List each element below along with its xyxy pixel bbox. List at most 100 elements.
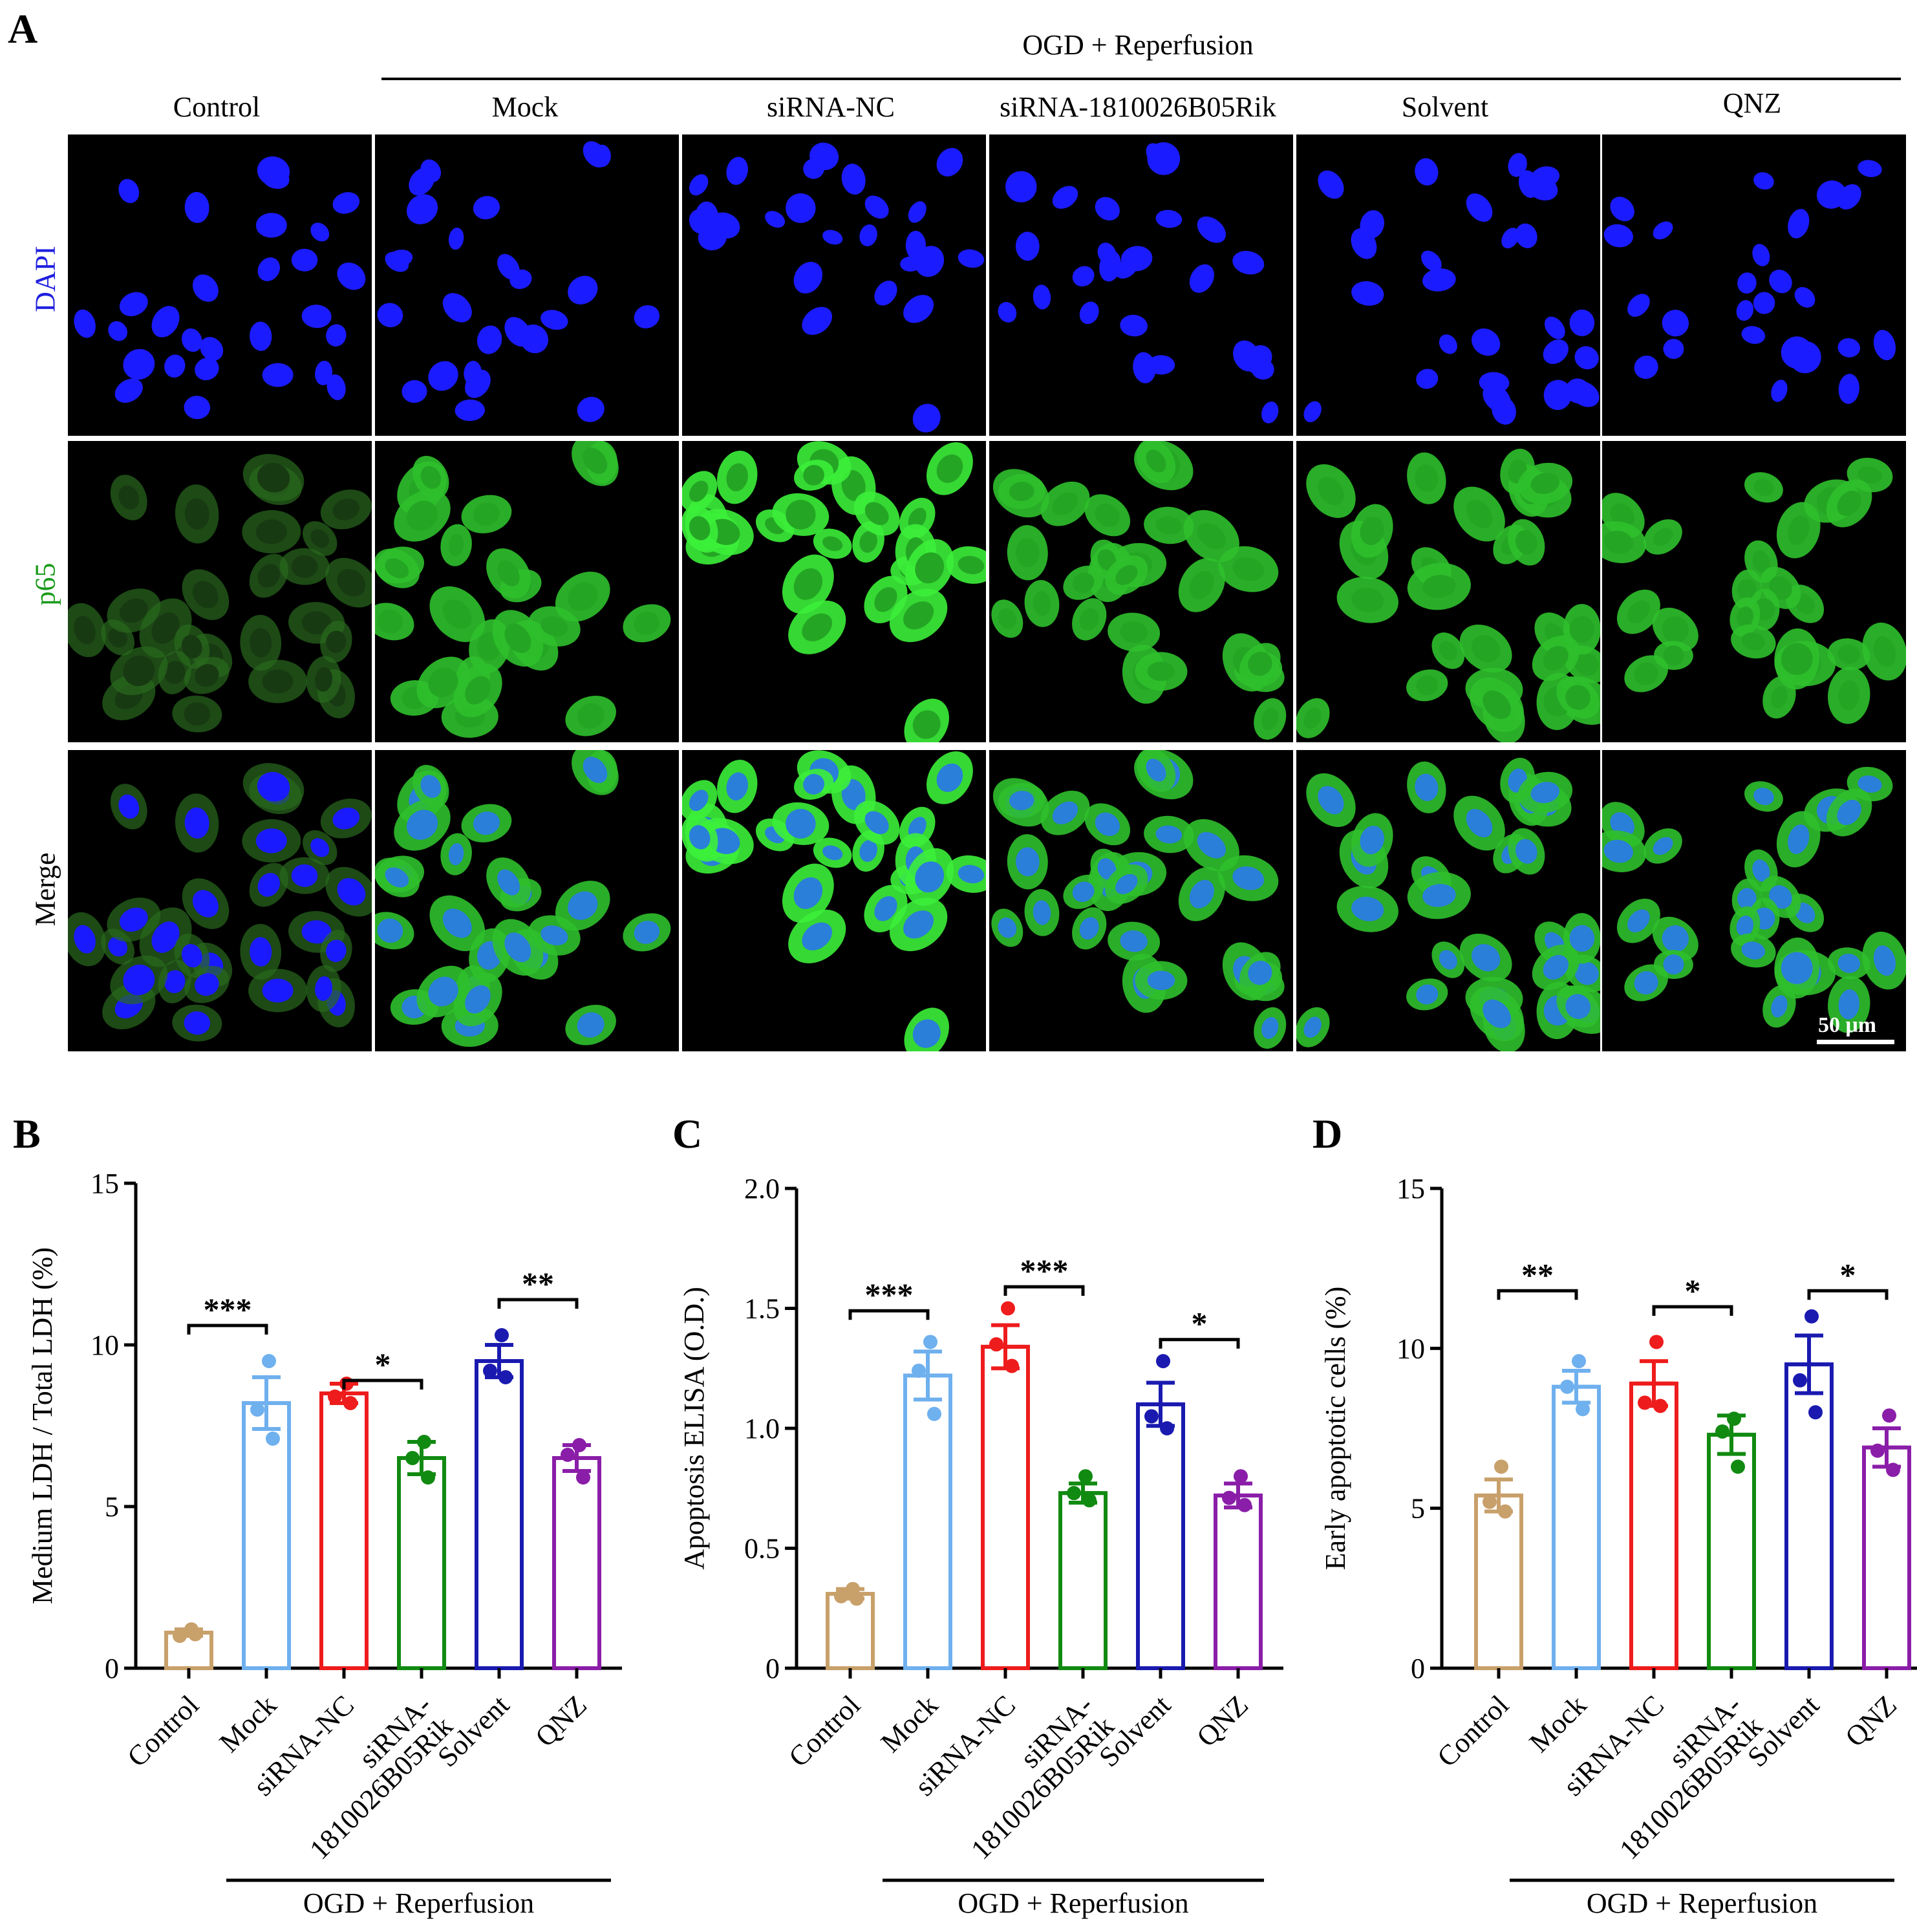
panel-d-bar xyxy=(1474,1493,1523,1670)
panel-d-data-point xyxy=(1870,1443,1885,1458)
panel-c-significance-label: * xyxy=(1192,1305,1208,1342)
panel-b-significance-label: *** xyxy=(204,1291,252,1327)
panel-c-data-point xyxy=(1237,1497,1252,1512)
panel-b-data-point xyxy=(576,1470,590,1485)
micrograph-tile xyxy=(682,441,986,742)
panel-d-data-point xyxy=(1560,1379,1574,1394)
micrograph-tile xyxy=(1296,750,1600,1051)
panel-b-x-tick-label: Control xyxy=(121,1689,205,1773)
micrograph-tile xyxy=(375,441,679,742)
panel-b-data-point xyxy=(498,1370,513,1384)
panel-c-x-tick-label: QNZ xyxy=(1190,1689,1254,1753)
panel-c-group-label: OGD + Reperfusion xyxy=(958,1887,1188,1919)
panel-b-group-label: OGD + Reperfusion xyxy=(303,1887,534,1919)
panel-c-significance-bracket xyxy=(1003,1285,1085,1296)
panel-b-data-point xyxy=(405,1451,420,1465)
panel-c-data-point xyxy=(927,1406,941,1421)
panel-b-significance-label: ** xyxy=(522,1265,554,1302)
panel-b-y-label: Medium LDH / Total LDH (%) xyxy=(27,1247,58,1604)
panel-c-data-point xyxy=(1067,1486,1081,1501)
micrograph-tile xyxy=(68,134,372,436)
micrograph-tile xyxy=(68,750,372,1051)
panel-b-data-point xyxy=(495,1328,509,1342)
panel-b-data-point xyxy=(417,1435,431,1449)
panel-c-data-point xyxy=(923,1335,937,1349)
panel-d-y-tick-label: 0 xyxy=(1411,1653,1425,1684)
panel-c-data-point xyxy=(989,1337,1003,1352)
panel-b-data-point xyxy=(266,1432,280,1446)
micrograph-tile xyxy=(989,750,1293,1051)
panel-b-significance-label: * xyxy=(375,1346,391,1382)
panel-b-x-tick-label: Mock xyxy=(213,1689,283,1758)
col-label-mock: Mock xyxy=(491,91,559,123)
panel-d-data-point xyxy=(1715,1424,1730,1439)
panel-b-data-point xyxy=(188,1627,202,1642)
panel-d-x-tick-label: siRNA-1810026B05Rik xyxy=(1592,1689,1769,1865)
micrograph-tile xyxy=(989,441,1293,742)
panel-d-data-point xyxy=(1653,1399,1667,1413)
col-label-qnz: QNZ xyxy=(1722,87,1782,119)
panel-b-x-tick-label: QNZ xyxy=(529,1689,593,1753)
panel-d-bar xyxy=(1629,1381,1678,1670)
panel-c-data-point xyxy=(1005,1358,1019,1373)
panel-c-x-tick-label: siRNA-1810026B05Rik xyxy=(944,1689,1120,1865)
panel-b-data-point xyxy=(343,1396,358,1410)
panel-b-data-point xyxy=(572,1438,586,1452)
ogd-header: OGD + Reperfusion xyxy=(1022,29,1254,61)
panel-d-data-point xyxy=(1805,1309,1819,1324)
panel-c-x-tick-label: Mock xyxy=(875,1689,944,1758)
micrograph-tile xyxy=(1602,134,1906,436)
micrograph-tile xyxy=(682,750,986,1051)
col-label-sirna-1810026b05rik: siRNA-1810026B05Rik xyxy=(1000,91,1276,123)
panel-d-significance-bracket xyxy=(1807,1289,1889,1300)
panel-b-data-point xyxy=(339,1377,354,1391)
micrograph-tile xyxy=(682,134,986,436)
panel-c-bar xyxy=(1136,1402,1185,1670)
panel-d-bar xyxy=(1707,1432,1756,1670)
panel-c-data-point xyxy=(1160,1421,1174,1435)
panel-b-y-tick-label: 15 xyxy=(91,1168,119,1199)
micrograph-tile xyxy=(1602,441,1906,742)
panel-c-significance-label: *** xyxy=(865,1276,914,1313)
panel-c-letter: C xyxy=(672,1111,702,1157)
panel-c-y-tick-label: 1.0 xyxy=(744,1413,780,1444)
panel-d-significance-label: ** xyxy=(1521,1256,1554,1293)
panel-b-significance-bracket xyxy=(187,1324,268,1335)
panel-d-data-point xyxy=(1638,1395,1652,1410)
panel-c-data-point xyxy=(1082,1493,1097,1508)
panel-b-significance-bracket xyxy=(497,1298,579,1309)
panel-b-y-tick-label: 5 xyxy=(105,1491,119,1523)
panel-b-bar xyxy=(552,1456,601,1670)
panel-d-data-point xyxy=(1882,1408,1896,1423)
panel-c-bar xyxy=(903,1373,952,1670)
panel-c-data-point xyxy=(1078,1469,1093,1484)
panel-c-significance-bracket xyxy=(848,1309,930,1320)
panel-c-data-point xyxy=(1144,1409,1159,1424)
panel-d-data-point xyxy=(1793,1373,1807,1388)
panel-d-data-point xyxy=(1727,1411,1741,1426)
panel-c-data-point xyxy=(850,1591,864,1606)
panel-d-bar xyxy=(1552,1384,1601,1671)
panel-d-bar xyxy=(1862,1445,1911,1670)
panel-b-data-point xyxy=(173,1629,187,1643)
panel-c-y-label: Apoptosis ELISA (O.D.) xyxy=(678,1287,710,1570)
panel-d-y-label: Early apoptotic cells (%) xyxy=(1320,1287,1351,1571)
panel-d-x-tick-label: QNZ xyxy=(1839,1689,1903,1753)
scale-bar xyxy=(1817,1040,1894,1044)
panel-c-data-point xyxy=(1234,1469,1248,1484)
panel-d-significance-bracket xyxy=(1497,1289,1578,1300)
micrograph-tile xyxy=(68,441,372,742)
panel-b-data-point xyxy=(262,1354,276,1368)
panel-d-group-label: OGD + Reperfusion xyxy=(1587,1887,1817,1919)
panel-d-data-point xyxy=(1498,1504,1512,1519)
panel-b-bar xyxy=(319,1391,369,1670)
panel-b-data-point xyxy=(328,1390,342,1404)
col-label-sirna-nc: siRNA-NC xyxy=(766,91,895,123)
panel-b-bar xyxy=(475,1359,524,1670)
panel-c-data-point xyxy=(834,1589,848,1604)
panel-letter-a: A xyxy=(8,6,38,52)
panel-c-y-tick-label: 0.5 xyxy=(744,1533,780,1565)
panel-d-data-point xyxy=(1886,1463,1900,1477)
